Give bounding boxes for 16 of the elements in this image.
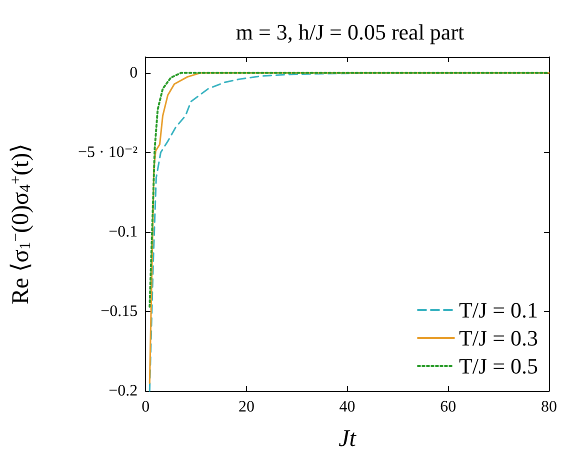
- x-tick-label: 80: [541, 398, 557, 416]
- y-tick-label: −0.1: [108, 223, 138, 240]
- y-axis-title: Re ⟨σ1−(0)σ4+(t)⟩: [8, 143, 34, 305]
- legend-label: T/J = 0.5: [458, 354, 538, 378]
- x-axis-title: Jt: [338, 426, 358, 452]
- x-tick-label: 60: [440, 398, 456, 416]
- y-tick-label: −0.2: [108, 382, 138, 400]
- chart-title: m = 3, h/J = 0.05 real part: [236, 20, 464, 44]
- legend-label: T/J = 0.1: [458, 298, 538, 322]
- y-tick-label: 0: [130, 64, 138, 82]
- x-tick-label: 40: [339, 398, 356, 416]
- y-tick-label: −5 · 10⁻²: [78, 144, 138, 161]
- legend-label: T/J = 0.3: [458, 326, 538, 350]
- x-tick-label: 0: [142, 398, 150, 416]
- x-tick-label: 20: [238, 398, 254, 416]
- y-tick-label: −0.15: [100, 302, 138, 320]
